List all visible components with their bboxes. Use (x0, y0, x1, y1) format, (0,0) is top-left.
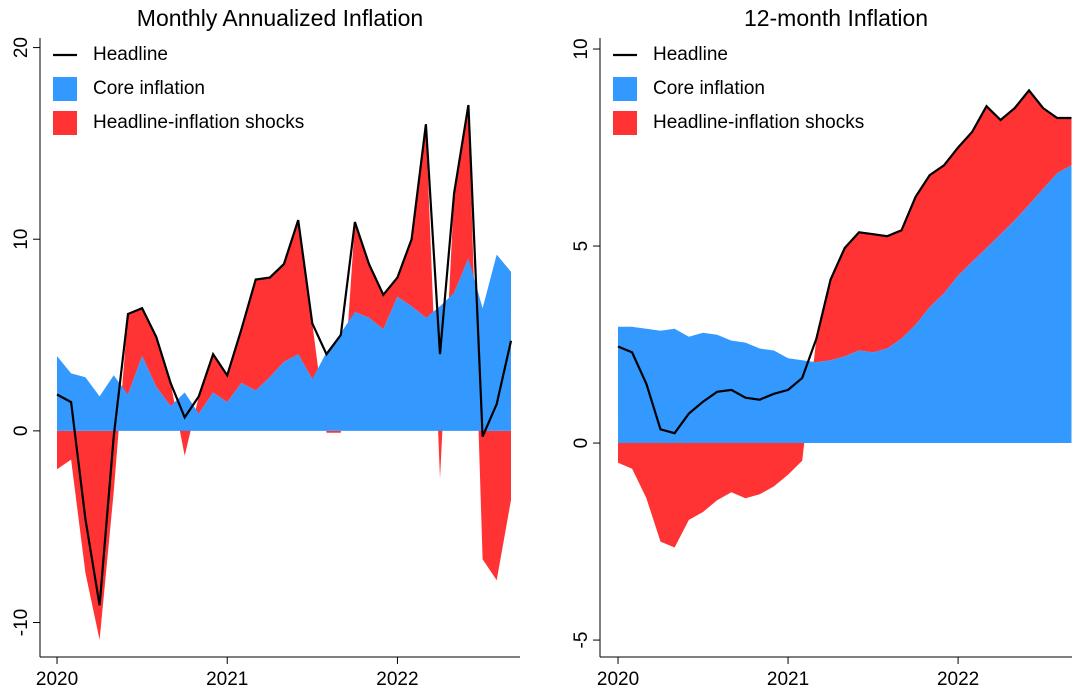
x-tick-label: 2020 (36, 669, 78, 690)
x-tick-label: 2021 (767, 669, 809, 690)
shock-area (57, 105, 511, 640)
legend-label: Headline (653, 44, 728, 65)
y-tick-label: 5 (571, 241, 592, 252)
core-area (57, 254, 511, 431)
core-area (618, 165, 1072, 444)
legend-swatch (53, 77, 77, 101)
x-tick-label: 2022 (937, 669, 979, 690)
legend-swatch (53, 111, 77, 135)
legend-label: Core inflation (653, 78, 765, 99)
legend-swatch (613, 77, 637, 101)
legend-label: Headline-inflation shocks (653, 112, 864, 133)
chart-title: Monthly Annualized Inflation (137, 5, 423, 31)
legend-label: Headline (93, 44, 168, 65)
y-tick-label: 10 (11, 229, 32, 250)
headline-line (56, 104, 513, 606)
chart-title: 12-month Inflation (744, 5, 928, 31)
y-tick-label: -5 (571, 632, 592, 649)
y-tick-label: 0 (571, 438, 592, 449)
y-tick-label: 0 (11, 426, 32, 437)
shock-area (618, 90, 1072, 548)
y-tick-label: 10 (571, 38, 592, 59)
headline-line (617, 88, 1072, 435)
y-tick-label: 20 (11, 37, 32, 58)
legend-label: Core inflation (93, 78, 205, 99)
legend-label: Headline-inflation shocks (93, 112, 304, 133)
legend-swatch (613, 111, 637, 135)
x-tick-label: 2020 (597, 669, 639, 690)
x-tick-label: 2022 (376, 669, 418, 690)
x-tick-label: 2021 (206, 669, 248, 690)
y-tick-label: -10 (11, 609, 32, 636)
